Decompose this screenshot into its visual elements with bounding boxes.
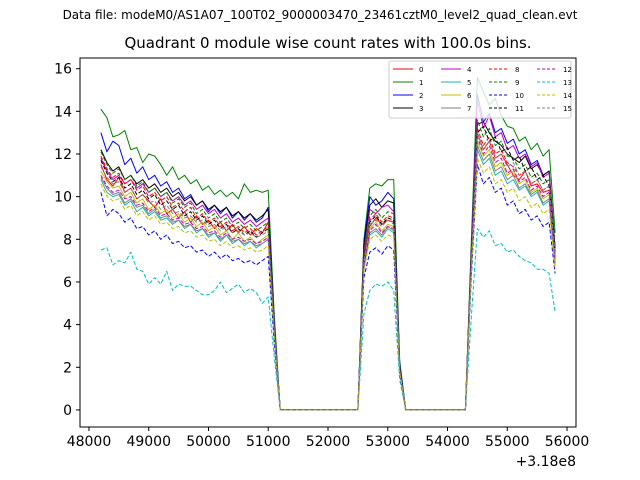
x-tick-label: 56000 <box>545 434 590 450</box>
legend-label-10: 10 <box>515 92 524 100</box>
series-line-11 <box>100 125 556 411</box>
series-line-6 <box>100 140 556 411</box>
legend-label-4: 4 <box>467 66 472 74</box>
legend-label-8: 8 <box>515 66 519 74</box>
y-tick-label: 2 <box>63 360 72 376</box>
legend-label-13: 13 <box>563 79 572 87</box>
series-line-4 <box>100 100 556 411</box>
series-line-2 <box>100 93 556 411</box>
legend-label-11: 11 <box>515 105 524 113</box>
y-tick-label: 8 <box>63 232 72 248</box>
x-tick-label: 55000 <box>485 434 530 450</box>
y-tick-label: 4 <box>63 318 72 334</box>
y-tick-label: 0 <box>63 403 72 419</box>
y-tick-label: 14 <box>54 104 72 120</box>
y-tick-label: 16 <box>54 62 72 78</box>
series-layer <box>100 76 556 411</box>
legend-label-5: 5 <box>467 79 471 87</box>
series-line-12 <box>100 136 556 411</box>
series-line-8 <box>100 127 556 411</box>
series-line-0 <box>100 132 556 411</box>
series-line-13 <box>100 228 556 411</box>
legend-label-15: 15 <box>563 105 572 113</box>
legend-label-1: 1 <box>419 79 423 87</box>
series-line-9 <box>100 119 556 411</box>
y-tick-label: 10 <box>54 190 72 206</box>
legend-label-9: 9 <box>515 79 519 87</box>
legend-label-7: 7 <box>467 105 471 113</box>
x-tick-label: 54000 <box>425 434 470 450</box>
x-tick-label: 49000 <box>126 434 171 450</box>
x-tick-label: 53000 <box>365 434 410 450</box>
legend-label-3: 3 <box>419 105 423 113</box>
chart-title: Quadrant 0 module wise count rates with … <box>124 34 532 52</box>
x-tick-label: 51000 <box>246 434 291 450</box>
legend-box <box>388 60 572 119</box>
legend-label-0: 0 <box>419 66 423 74</box>
series-line-3 <box>100 121 556 411</box>
x-tick-label: 48000 <box>67 434 112 450</box>
legend-label-6: 6 <box>467 92 472 100</box>
x-offset-label: +3.18e8 <box>516 454 576 470</box>
legend-label-12: 12 <box>563 66 572 74</box>
legend-label-14: 14 <box>563 92 572 100</box>
series-line-15 <box>100 132 556 411</box>
y-tick-label: 6 <box>63 275 72 291</box>
series-line-1 <box>100 76 556 411</box>
file-caption: Data file: modeM0/AS1A07_100T02_90000034… <box>62 8 578 22</box>
y-tick-label: 12 <box>54 147 72 163</box>
axis-layer: 48000 49000 50000 51000 52000 53000 54000 55000… <box>54 62 589 450</box>
x-tick-label: 52000 <box>306 434 351 450</box>
series-line-10 <box>100 164 556 411</box>
x-tick-label: 50000 <box>186 434 231 450</box>
legend-label-2: 2 <box>419 92 423 100</box>
